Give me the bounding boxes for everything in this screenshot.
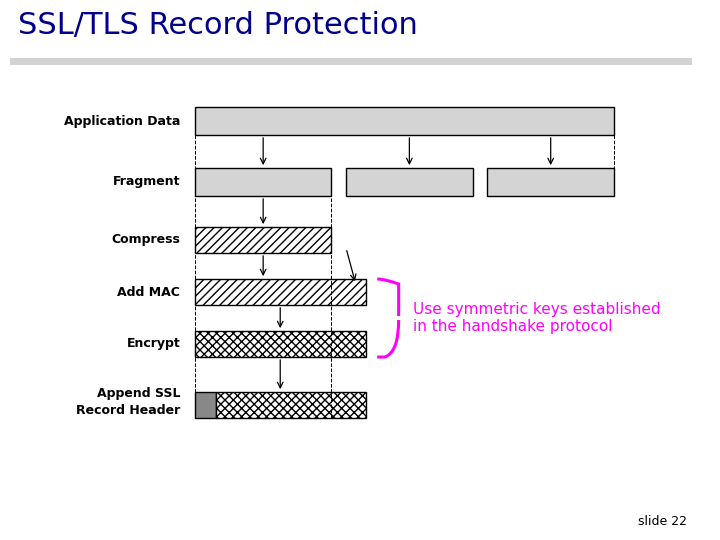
Bar [195,279,366,305]
Text: slide 22: slide 22 [638,515,687,528]
Bar [195,168,331,196]
Text: SSL/TLS Record Protection: SSL/TLS Record Protection [17,11,418,40]
Text: Encrypt: Encrypt [127,338,180,350]
Text: Append SSL
Record Header: Append SSL Record Header [76,388,180,416]
Text: Use symmetric keys established
in the handshake protocol: Use symmetric keys established in the ha… [413,302,661,334]
Bar [346,168,473,196]
Bar [195,392,217,418]
Text: Add MAC: Add MAC [117,286,180,299]
Text: Application Data: Application Data [64,116,180,129]
Text: Fragment: Fragment [113,176,180,188]
Bar [195,107,614,135]
Text: Compress: Compress [112,233,180,246]
Bar [10,58,692,65]
Bar [195,331,366,357]
Bar [195,227,331,253]
Bar [487,168,614,196]
Bar [217,392,366,418]
